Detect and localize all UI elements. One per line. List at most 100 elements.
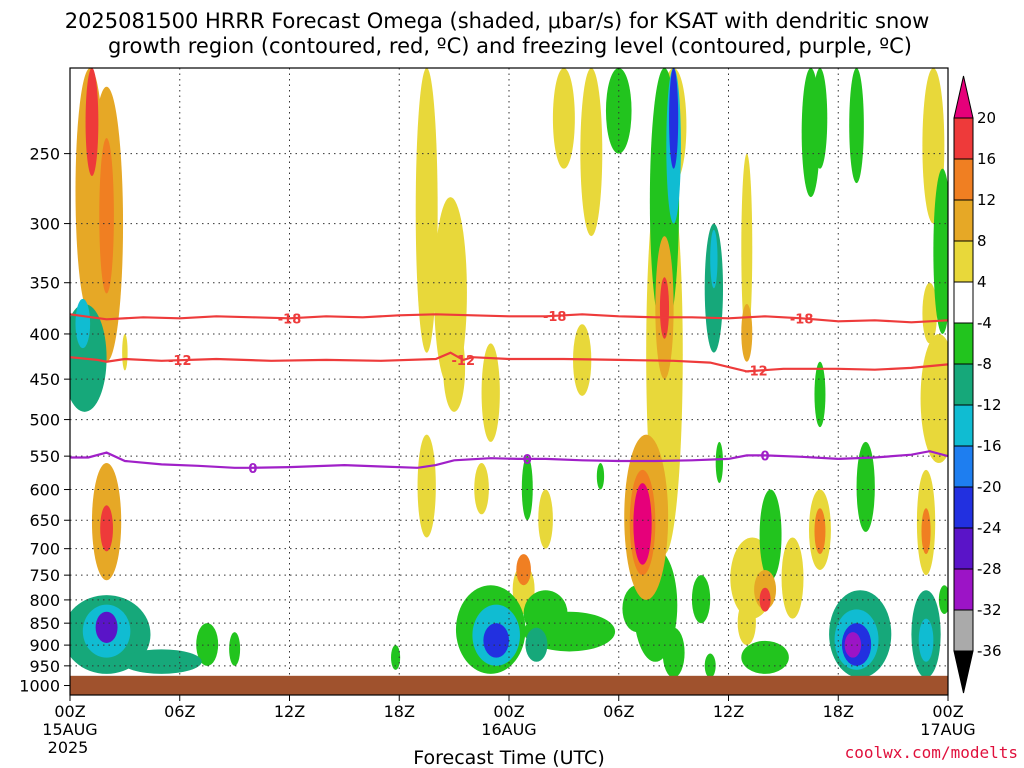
x-tick-label: 12Z [713, 702, 744, 721]
colorbar-label: 20 [977, 109, 996, 127]
omega-cell [933, 168, 948, 334]
contour-label: -12 [452, 354, 476, 369]
omega-cell [75, 298, 91, 349]
colorbar-box [953, 404, 974, 447]
colorbar-box [953, 527, 974, 570]
contour-line [70, 351, 948, 373]
omega-cell [938, 585, 948, 615]
omega-cell [417, 434, 436, 538]
x-tick-label: 18Z [384, 702, 415, 721]
x-tick-label: 06Z [603, 702, 634, 721]
omega-cell [100, 505, 113, 552]
colorbar-label: -20 [977, 478, 1002, 496]
x-axis-label: Forecast Time (UTC) [413, 747, 604, 768]
omega-cell [741, 640, 789, 674]
colorbar-label: -12 [977, 396, 1002, 414]
colorbar-box [953, 363, 974, 406]
y-tick-label: 650 [29, 511, 60, 530]
colorbar-label: -28 [977, 560, 1002, 578]
omega-cell [196, 623, 219, 666]
colorbar-legend: 20 16 12 8 4 -4 -8 -12 -16 -20 -24 -28 -32 -36 [953, 75, 1002, 694]
x-tick-date: 16AUG [481, 720, 536, 739]
y-tick-label: 300 [29, 215, 60, 234]
colorbar-box [953, 568, 974, 611]
y-tick-label: 450 [29, 370, 60, 389]
colorbar-label: -36 [977, 642, 1002, 660]
omega-cell [801, 68, 820, 198]
omega-cell [596, 463, 605, 490]
omega-cell [704, 653, 716, 678]
y-tick-label: 500 [29, 411, 60, 430]
omega-cell [922, 282, 938, 344]
omega-cell [844, 632, 862, 658]
omega-cell [516, 554, 531, 586]
colorbar-label: -4 [977, 314, 992, 332]
omega-cell [521, 456, 533, 521]
contour-label: -18 [543, 310, 567, 325]
colorbar-label: -8 [977, 355, 992, 373]
omega-cell [95, 611, 118, 643]
colorbar-box [953, 158, 974, 201]
omega-cell [781, 537, 804, 619]
contour-label: -18 [790, 312, 814, 327]
x-tick-label: 00Z [54, 702, 85, 721]
colorbar-bottom-arrow [953, 650, 974, 694]
colorbar-label: -32 [977, 601, 1002, 619]
y-tick-label: 550 [29, 447, 60, 466]
colorbar-box [953, 281, 974, 324]
omega-cell [814, 361, 826, 428]
y-tick-label: 950 [29, 657, 60, 676]
omega-cell [715, 441, 724, 484]
omega-cell [814, 508, 826, 555]
omega-cell [483, 623, 509, 658]
contour-label: -18 [278, 312, 302, 327]
colorbar-box [953, 240, 974, 283]
x-tick-year: 2025 [48, 738, 89, 757]
pressure-axis: 250 300 350 400 450 500 550 600 650 700 750 800 850 9… [19, 145, 70, 696]
omega-cell [415, 68, 438, 353]
y-tick-label: 900 [29, 636, 60, 655]
y-tick-label: 700 [29, 540, 60, 559]
omega-cell [710, 229, 718, 289]
y-tick-label: 350 [29, 274, 60, 293]
omega-cell [525, 627, 548, 662]
contour-label: -12 [744, 365, 768, 380]
omega-cell [538, 489, 553, 549]
x-tick-label: 00Z [493, 702, 524, 721]
omega-cell [856, 441, 875, 532]
colorbar-label: 12 [977, 191, 996, 209]
omega-cell [659, 277, 670, 339]
omega-cell [229, 632, 241, 666]
x-tick-label: 18Z [823, 702, 854, 721]
x-tick-date: 17AUG [920, 720, 975, 739]
plot-area: -18 -18 -18 -12 -12 -12 0 0 0 [70, 68, 948, 695]
omega-cell [741, 153, 753, 344]
omega-cell [633, 483, 652, 565]
colorbar-box [953, 445, 974, 488]
colorbar-box [953, 486, 974, 529]
omega-cell [552, 68, 575, 169]
contour-label: 0 [248, 462, 257, 477]
x-tick-label: 06Z [164, 702, 195, 721]
contour-label: -12 [168, 354, 192, 369]
grid-lines [70, 68, 948, 695]
y-tick-label: 400 [29, 325, 60, 344]
omega-shading [70, 68, 948, 678]
colorbar-box [953, 322, 974, 365]
colorbar-box [953, 117, 974, 160]
omega-cell [434, 197, 467, 388]
contour-label: 0 [523, 453, 532, 468]
omega-cell [481, 343, 500, 442]
contour-label: 0 [761, 449, 770, 464]
y-tick-label: 850 [29, 614, 60, 633]
omega-cell [523, 590, 568, 637]
y-tick-label: 1000 [19, 677, 60, 696]
omega-cell [759, 489, 782, 581]
x-tick-label: 00Z [932, 702, 963, 721]
omega-cell [921, 508, 931, 555]
omega-cell [669, 68, 679, 169]
temperature-contours: -18 -18 -18 -12 -12 -12 0 0 0 [70, 310, 948, 477]
y-tick-label: 800 [29, 591, 60, 610]
omega-cell [85, 68, 99, 176]
